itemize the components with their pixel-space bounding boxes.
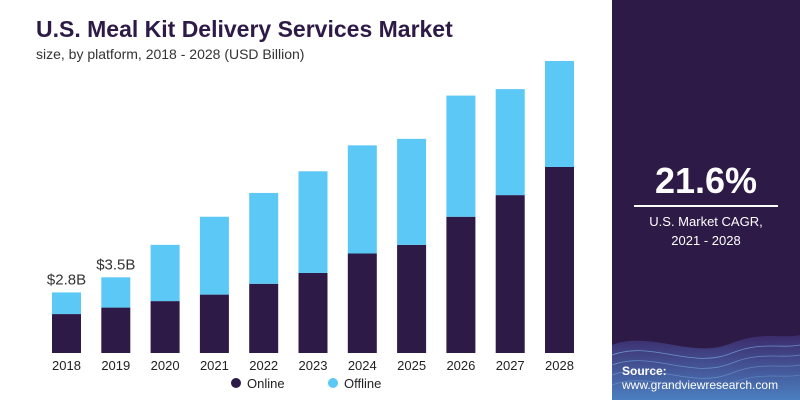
x-tick-label-2020: 2020 [151,358,180,373]
bar-offline-2028 [545,61,574,167]
x-tick-label-2021: 2021 [200,358,229,373]
bar-online-2026 [446,216,476,353]
bar-online-2020 [150,301,180,353]
cagr-label-line2: 2021 - 2028 [671,233,741,248]
source-url: www.grandviewresearch.com [622,378,779,392]
legend-marker-offline [328,378,338,388]
bar-online-2023 [298,272,328,353]
x-tick-label-2024: 2024 [348,358,377,373]
bar-online-2019 [101,307,131,353]
x-tick-label-2019: 2019 [101,358,130,373]
x-tick-label-2023: 2023 [299,358,328,373]
chart-panel: U.S. Meal Kit Delivery Services Market s… [36,16,574,391]
cagr-label: U.S. Market CAGR, 2021 - 2028 [612,212,800,250]
bar-online-2021 [199,294,229,353]
bar-online-2027 [495,195,525,353]
legend-label-offline: Offline [344,376,381,391]
bar-online-2025 [397,244,427,353]
bar-offline-2019 [101,277,131,308]
stacked-bar-chart: 2018 2019 2020 2021 2022 2023 2024 2025 2026 2027… [47,61,574,391]
cagr-divider [634,205,778,207]
bar-offline-2022 [249,192,279,284]
cagr-value: 21.6% [654,160,758,201]
x-tick-label-2025: 2025 [397,358,426,373]
bar-offline-2025 [397,138,427,245]
bar-online-2018 [52,314,81,353]
bar-online-2024 [347,253,377,353]
chart-title: U.S. Meal Kit Delivery Services Market [36,16,453,42]
bar-offline-2027 [495,89,525,196]
chart-subtitle: size, by platform, 2018 - 2028 (USD Bill… [36,46,305,62]
bar-offline-2023 [298,171,328,273]
decorative-wave-pattern [612,335,800,400]
x-tick-label-2026: 2026 [446,358,475,373]
bar-offline-2020 [150,244,180,302]
x-tick-label-2022: 2022 [249,358,278,373]
bar-offline-2018 [52,292,81,315]
bar-offline-2021 [199,216,229,295]
x-tick-label-2028: 2028 [545,358,574,373]
bar-online-2022 [249,283,279,353]
data-label-2018: $2.8B [47,271,86,288]
legend-label-online: Online [247,376,285,391]
x-tick-label-2027: 2027 [496,358,525,373]
source-label: Source: [622,364,667,378]
bar-offline-2026 [446,95,476,217]
cagr-sidebar: 21.6% U.S. Market CAGR, 2021 - 2028 Sour… [612,0,800,400]
bar-online-2028 [545,166,574,353]
x-tick-label-2018: 2018 [52,358,81,373]
data-label-2019: $3.5B [96,256,135,273]
bar-offline-2024 [347,145,377,254]
legend-marker-online [231,378,241,388]
cagr-label-line1: U.S. Market CAGR, [649,214,763,229]
